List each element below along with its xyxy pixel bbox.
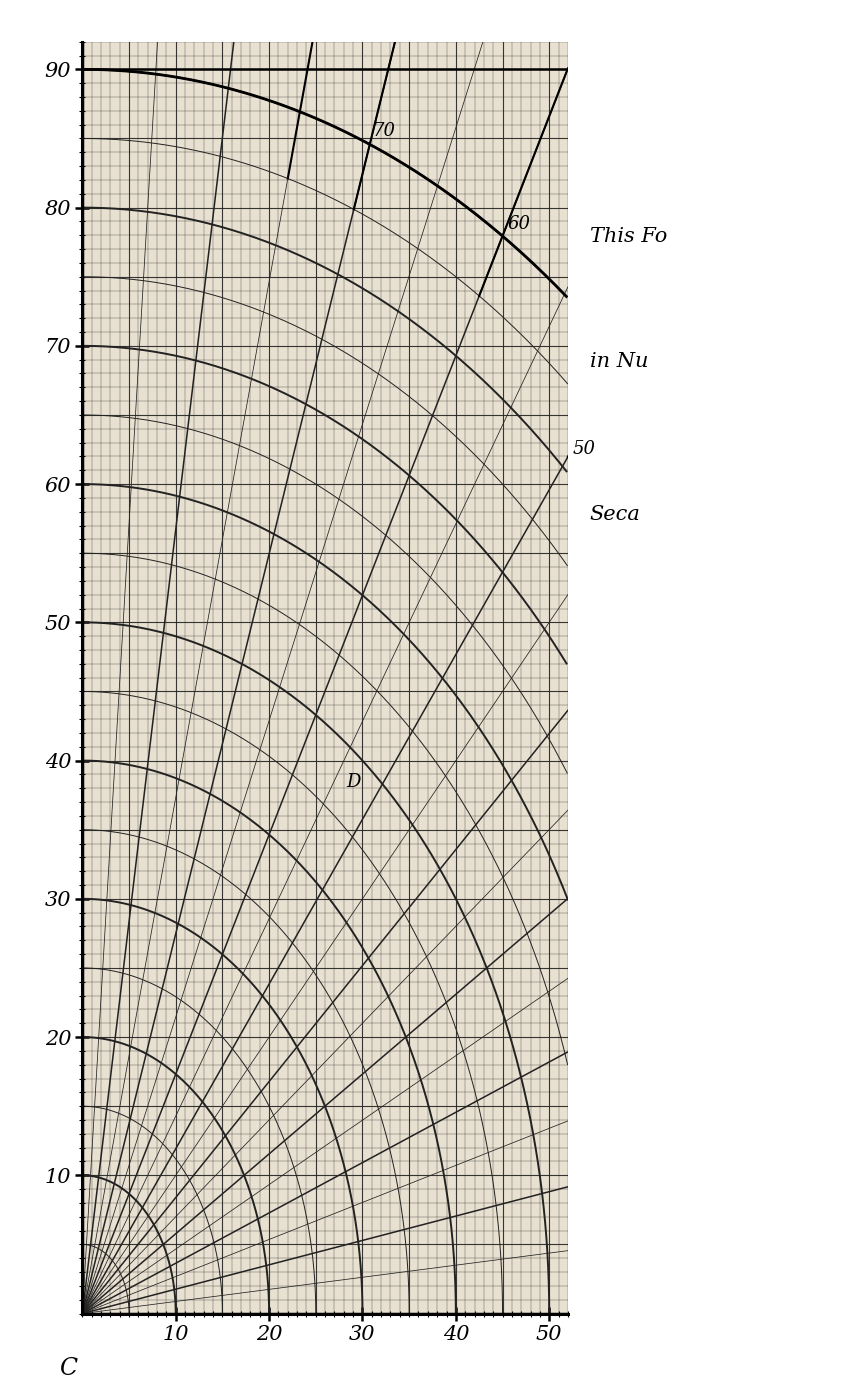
Text: D: D [347, 773, 362, 791]
Text: in Nu: in Nu [590, 352, 648, 371]
Text: This Fo: This Fo [590, 227, 667, 246]
Text: C: C [59, 1358, 77, 1380]
Text: 70: 70 [373, 122, 396, 140]
Text: 60: 60 [507, 215, 531, 234]
Text: Seca: Seca [590, 505, 641, 524]
Text: 50: 50 [572, 439, 596, 457]
